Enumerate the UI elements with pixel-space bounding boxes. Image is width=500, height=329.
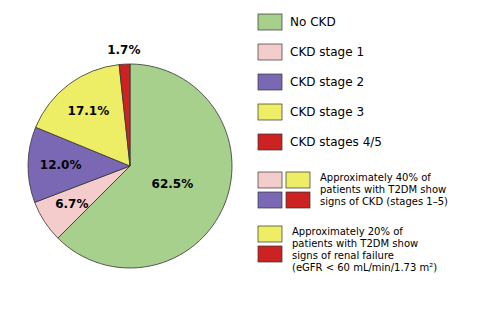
data-label: 1.7% — [107, 43, 140, 57]
annotation-swatch — [286, 192, 310, 208]
legend-entry: CKD stages 4/5 — [290, 135, 382, 149]
annotation-swatch — [258, 172, 282, 188]
annotation: Approximately 20% ofpatients with T2DM s… — [258, 226, 437, 273]
annotation-swatch — [286, 172, 310, 188]
legend-swatch — [258, 104, 282, 120]
annotation-swatch — [258, 246, 282, 262]
legend: No CKD CKD stage 1 CKD stage 2 CKD stage 3 C… — [258, 14, 382, 150]
annotation-swatch — [258, 226, 282, 242]
annotation-text: Approximately 20% ofpatients with T2DM s… — [292, 226, 437, 273]
legend-entry: CKD stage 2 — [290, 75, 364, 89]
legend-swatch — [258, 74, 282, 90]
chart: 62.5% 6.7% 12.0% 17.1% 1.7% No CKD CKD stage 1… — [0, 0, 500, 329]
data-labels: 62.5% 6.7% 12.0% 17.1% 1.7% — [40, 43, 193, 211]
annotation: Approximately 40% ofpatients with T2DM s… — [258, 172, 448, 208]
legend-swatch — [258, 14, 282, 30]
legend-entry: CKD stage 3 — [290, 105, 364, 119]
data-label: 62.5% — [152, 177, 194, 191]
pie-slice — [119, 64, 130, 166]
annotation-swatch — [258, 192, 282, 208]
legend-entry: CKD stage 1 — [290, 45, 364, 59]
data-label: 6.7% — [55, 197, 88, 211]
data-label: 17.1% — [68, 104, 110, 118]
pie — [28, 64, 232, 268]
data-label: 12.0% — [40, 158, 82, 172]
annotation-text: Approximately 40% ofpatients with T2DM s… — [320, 172, 448, 207]
legend-entry: No CKD — [290, 15, 336, 29]
legend-swatch — [258, 134, 282, 150]
pie-slice — [36, 65, 130, 166]
legend-swatch — [258, 44, 282, 60]
